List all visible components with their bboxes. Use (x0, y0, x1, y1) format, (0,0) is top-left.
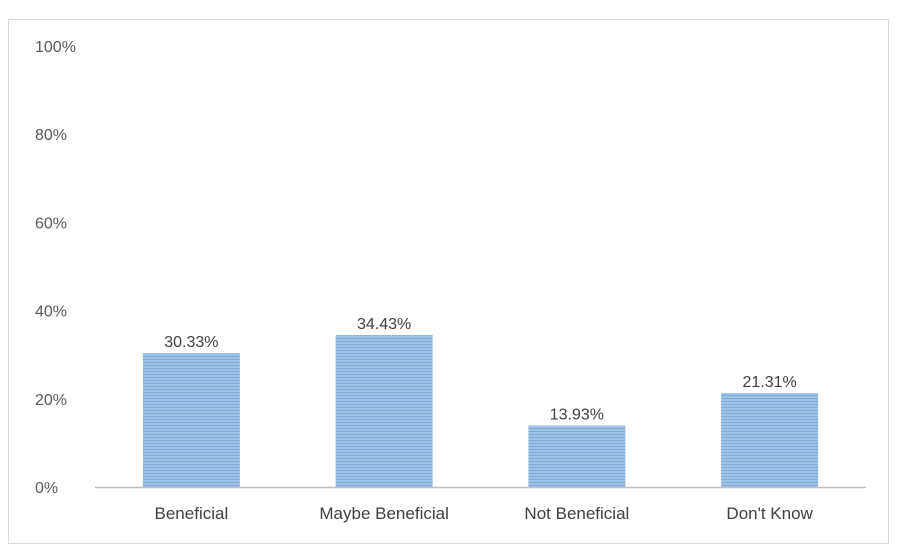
x-category-label: Not Beneficial (524, 504, 629, 523)
bar-value-label: 34.43% (357, 316, 411, 333)
y-tick-label: 40% (35, 304, 67, 321)
x-category-label: Beneficial (155, 504, 229, 523)
bar (528, 425, 626, 487)
bar (335, 335, 433, 487)
bar-value-label: 30.33% (164, 334, 218, 351)
bar-value-label: 21.31% (742, 374, 796, 391)
y-tick-label: 100% (35, 39, 76, 56)
bar (721, 393, 819, 487)
bar-value-label: 13.93% (550, 407, 604, 424)
y-axis-ticks: 0% 20% 40% 60% 80% 100% (35, 39, 76, 497)
y-tick-label: 20% (35, 392, 67, 409)
y-tick-label: 80% (35, 127, 67, 144)
y-tick-label: 0% (35, 480, 58, 497)
x-axis-category-labels: Beneficial Maybe Beneficial Not Beneficial… (155, 504, 814, 523)
x-category-label: Maybe Beneficial (319, 504, 448, 523)
bar (142, 353, 240, 487)
y-tick-label: 60% (35, 215, 67, 232)
bars (142, 335, 819, 487)
x-category-label: Don't Know (726, 504, 813, 523)
data-labels: 30.33% 34.43% 13.93% 21.31% (164, 316, 797, 423)
